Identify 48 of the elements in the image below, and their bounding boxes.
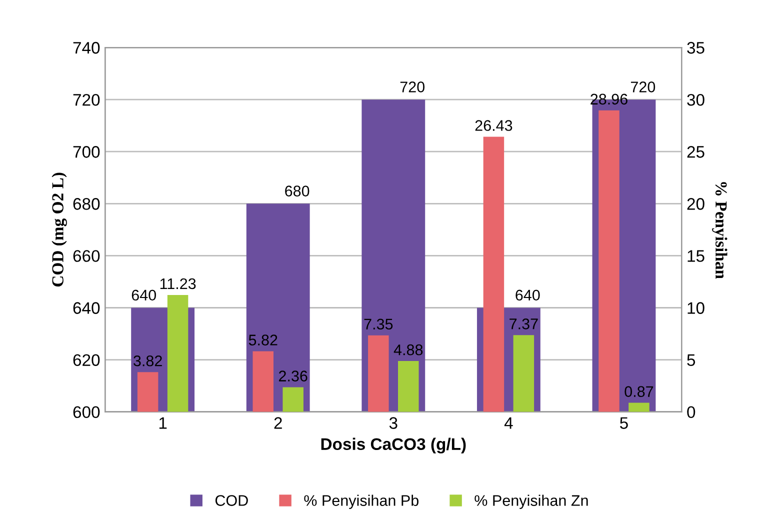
y-tick-label: 680 [73, 198, 100, 210]
data-label: 7.37 [510, 318, 538, 330]
data-label: 4.88 [394, 344, 423, 356]
y-tick-label: 600 [73, 406, 100, 418]
data-label: 2.36 [278, 370, 308, 382]
x-tick-label: 1 [159, 417, 167, 429]
y-tick-label: 660 [73, 250, 100, 262]
x-tick-label: 4 [504, 417, 513, 429]
y-axis-title: COD (mg O2 L) [52, 172, 67, 286]
data-label: 640 [132, 290, 156, 301]
y2-axis-title: % Penyisihan [712, 182, 728, 279]
bar [513, 335, 534, 412]
x-tick-label: 5 [620, 417, 628, 429]
bar [137, 372, 158, 412]
y2-tick-label: 10 [688, 302, 704, 314]
legend-label: COD [215, 495, 248, 506]
data-label: 7.35 [364, 318, 393, 330]
y-tick-label: 740 [73, 42, 100, 54]
y2-tick-label: 30 [687, 94, 704, 106]
y-tick-label: 640 [73, 302, 100, 314]
bar [252, 351, 274, 412]
y2-tick-label: 20 [687, 198, 704, 210]
bar [282, 387, 304, 412]
bar [398, 361, 419, 412]
legend-label: % Penyisihan Zn [474, 494, 588, 509]
data-label: 5.82 [248, 334, 278, 346]
y-tick-label: 620 [73, 354, 100, 366]
y2-tick-label: 35 [687, 42, 704, 54]
data-label: 11.23 [160, 278, 196, 290]
x-axis-title: Dosis CaCO3 (g/L) [321, 438, 466, 454]
y2-tick-label: 0 [687, 406, 696, 418]
data-label: 0.87 [624, 386, 654, 397]
bar [368, 335, 389, 412]
data-label: 26.43 [475, 120, 512, 131]
y-tick-label: 700 [73, 146, 100, 158]
legend-label: % Penyisihan Pb [304, 494, 418, 509]
data-label: 680 [285, 186, 310, 196]
x-tick-label: 3 [389, 417, 398, 429]
bar [628, 402, 650, 412]
y2-tick-label: 5 [687, 354, 696, 366]
data-label: 720 [400, 82, 425, 92]
x-tick-label: 2 [274, 417, 282, 429]
y-tick-label: 720 [73, 94, 100, 106]
y2-tick-label: 25 [687, 146, 704, 158]
data-label: 640 [516, 290, 540, 301]
y2-tick-label: 15 [688, 250, 704, 262]
data-label: 3.82 [134, 355, 162, 366]
data-label: 720 [630, 82, 656, 92]
